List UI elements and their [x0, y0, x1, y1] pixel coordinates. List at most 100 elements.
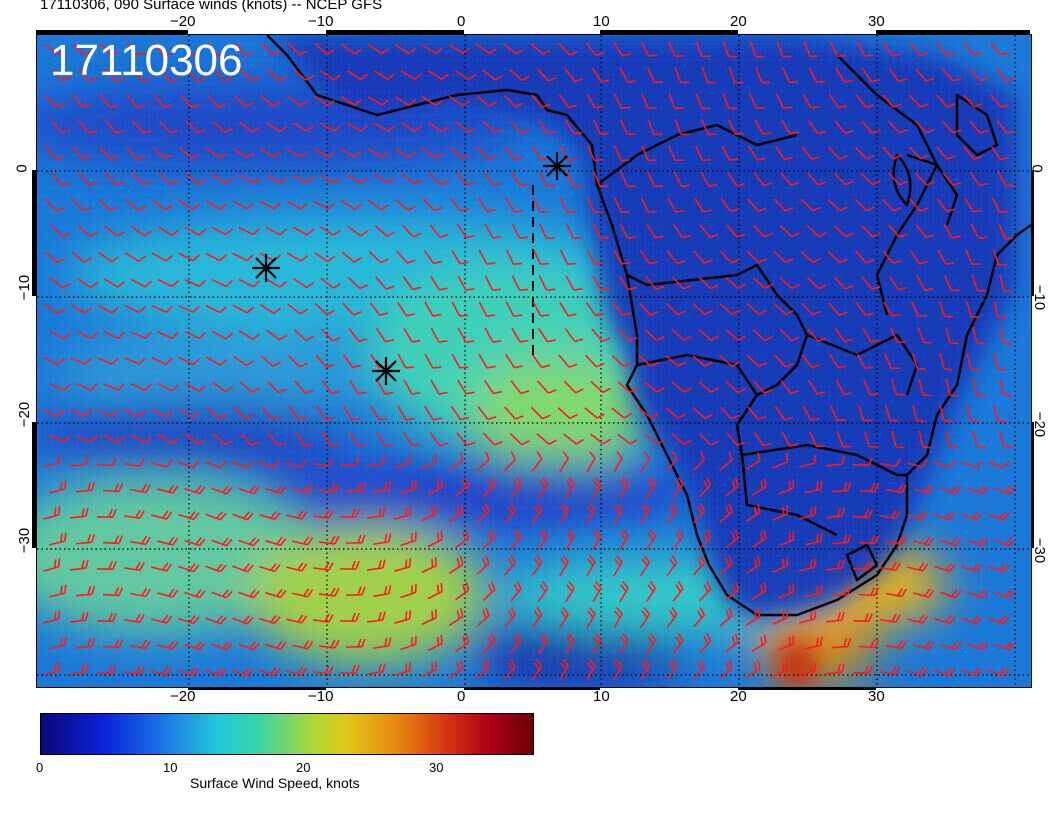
- top-lon-tick: 20: [730, 13, 747, 30]
- map-title: 17110306, 090 Surface winds (knots) -- N…: [40, 0, 383, 13]
- wind-barb: [205, 356, 228, 366]
- wind-barb: [667, 197, 685, 213]
- wind-barb: [180, 42, 200, 57]
- wind-barb: [620, 119, 636, 136]
- wind-barb: [400, 70, 423, 80]
- wind-barb: [130, 383, 152, 391]
- wind-barb: [749, 93, 765, 110]
- wind-barb: [370, 405, 388, 421]
- wind-barb: [261, 42, 281, 56]
- wind-barb: [504, 555, 516, 576]
- wind-barb: [159, 68, 179, 83]
- wind-barb: [916, 275, 934, 291]
- top-lon-tick: 30: [868, 13, 885, 30]
- wind-barb: [478, 353, 496, 369]
- wind-barb: [211, 485, 233, 495]
- wind-barb: [449, 146, 470, 160]
- wind-barb: [585, 42, 605, 57]
- wind-barbs: [43, 41, 1016, 681]
- wind-barb: [97, 409, 119, 417]
- storm-marker: [543, 152, 571, 180]
- wind-barb: [372, 481, 392, 494]
- wind-barb: [211, 173, 234, 185]
- wind-barb: [184, 382, 207, 392]
- wind-barb: [934, 615, 956, 625]
- wind-barb: [286, 200, 308, 210]
- wind-barb: [366, 559, 386, 571]
- wind-barb: [178, 356, 200, 366]
- wind-barb: [504, 353, 523, 369]
- wind-barb: [559, 554, 569, 577]
- wind-barb: [592, 275, 610, 291]
- wind-barb: [586, 93, 604, 109]
- wind-barb: [151, 562, 173, 572]
- wind-barb: [668, 41, 684, 58]
- wind-barb: [879, 458, 901, 468]
- date-stamp: 17110306: [50, 36, 243, 85]
- wind-barb: [72, 146, 92, 160]
- wind-barb: [259, 511, 281, 521]
- frame-edge-bar: [464, 686, 600, 690]
- wind-barb: [807, 328, 827, 342]
- wind-barb: [211, 641, 233, 651]
- wind-barb: [799, 662, 817, 676]
- wind-barb: [457, 379, 475, 395]
- wind-barb: [124, 252, 147, 262]
- wind-map[interactable]: [36, 34, 1032, 688]
- wind-barb: [49, 383, 71, 391]
- wind-barb: [619, 67, 637, 83]
- coastline: [266, 35, 1031, 617]
- wind-barb: [861, 120, 881, 134]
- wind-barb: [613, 658, 623, 681]
- wind-barb: [238, 226, 260, 236]
- wind-barb: [421, 95, 444, 107]
- wind-barb: [907, 510, 929, 520]
- wind-barb: [77, 224, 98, 238]
- bottom-lon-tick: −20: [170, 688, 196, 705]
- wind-barb: [887, 120, 908, 134]
- wind-barb: [531, 606, 543, 628]
- wind-barb: [184, 330, 206, 340]
- wind-barb: [374, 225, 395, 237]
- wind-barb: [206, 147, 228, 159]
- wind-barb: [719, 303, 740, 316]
- wind-barb: [292, 174, 315, 184]
- wind-barb: [969, 171, 989, 187]
- wind-barb: [151, 408, 174, 418]
- wind-barb: [671, 433, 692, 446]
- frame-edge-bar: [36, 30, 188, 34]
- wind-barb: [369, 302, 389, 317]
- wind-barb: [666, 250, 686, 265]
- wind-barb: [151, 252, 174, 262]
- graticule: [37, 35, 1031, 687]
- wind-barb: [993, 301, 1007, 319]
- wind-barb: [346, 69, 369, 81]
- wind-barb: [184, 537, 206, 547]
- wind-barb: [835, 67, 853, 83]
- frame-edge-bar: [188, 686, 326, 690]
- wind-barb: [557, 42, 578, 56]
- wind-barb: [126, 146, 146, 160]
- wind-barb: [238, 330, 261, 340]
- wind-barb: [879, 509, 901, 520]
- wind-barb: [319, 226, 342, 236]
- wind-map-canvas: [37, 35, 1031, 687]
- wind-barb: [825, 559, 845, 571]
- wind-barb: [240, 432, 260, 446]
- bottom-lon-tick: 10: [593, 688, 610, 705]
- wind-barb: [611, 407, 633, 419]
- wind-barb: [72, 94, 92, 108]
- wind-barb: [565, 275, 583, 291]
- wind-barb: [102, 535, 124, 545]
- wind-barb: [482, 633, 496, 654]
- wind-barb: [808, 67, 826, 83]
- wind-barb: [43, 303, 66, 315]
- wind-barb: [701, 119, 717, 136]
- wind-barb: [934, 460, 956, 469]
- wind-barb: [531, 554, 543, 576]
- wind-barb: [565, 580, 575, 603]
- wind-barb: [963, 94, 983, 108]
- wind-barb: [322, 431, 340, 447]
- frame-edge-bar: [326, 30, 464, 34]
- wind-barb: [945, 327, 959, 345]
